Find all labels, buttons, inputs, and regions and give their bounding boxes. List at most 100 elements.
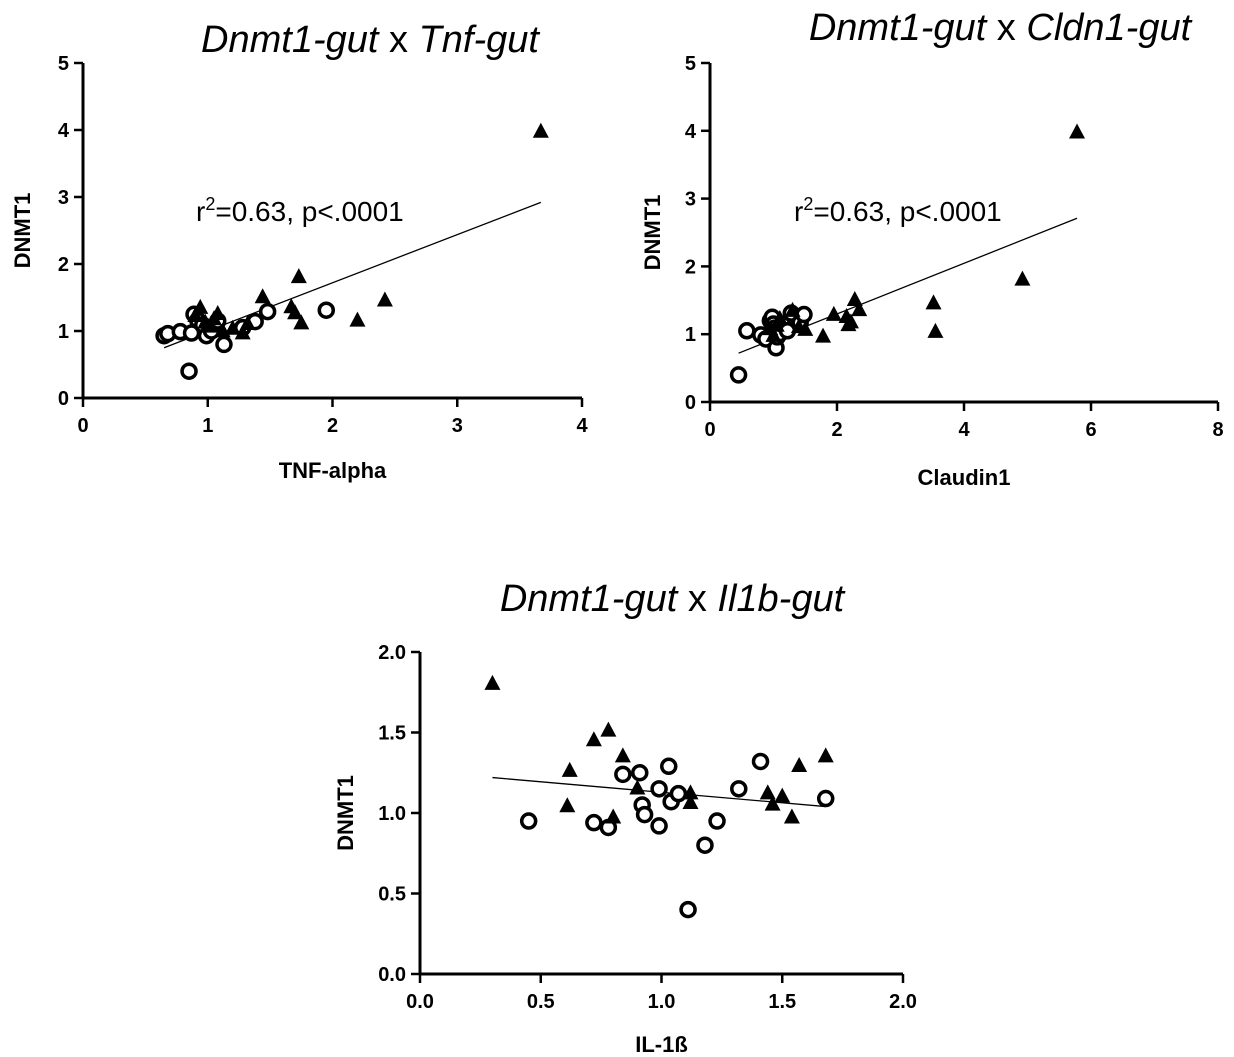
chart-title-part: x [378, 19, 418, 61]
data-point-triangle [791, 757, 808, 773]
x-tick-label: 4 [576, 415, 588, 437]
data-point-triangle [234, 324, 251, 340]
y-tick-label: 3 [58, 187, 69, 209]
data-point-triangle [815, 327, 832, 343]
x-tick-label: 8 [1212, 419, 1223, 441]
data-point-circle [585, 813, 603, 832]
x-tick-label: 3 [452, 415, 463, 437]
data-point-triangle [765, 326, 782, 342]
x-axis-label: Claudin1 [918, 465, 1011, 490]
x-tick-label: 2 [831, 419, 842, 441]
data-point-circle [730, 780, 748, 798]
data-point-triangle [774, 787, 791, 803]
regression-line [163, 201, 542, 349]
y-tick-label: 2.0 [378, 642, 406, 664]
y-axis-label: DNMT1 [640, 195, 665, 271]
y-tick-label: 0.5 [378, 884, 406, 906]
data-point-circle [258, 302, 277, 321]
chart-title-part: x [986, 7, 1026, 49]
data-point-triangle [192, 298, 209, 314]
data-point-triangle [629, 779, 646, 795]
data-point-triangle [290, 268, 307, 284]
data-point-triangle [287, 304, 304, 320]
data-point-triangle [784, 301, 801, 317]
data-point-circle [317, 301, 336, 319]
data-point-triangle [783, 808, 800, 824]
x-tick-label: 1 [202, 415, 213, 437]
data-point-triangle [1014, 270, 1031, 286]
y-tick-label: 3 [685, 189, 696, 211]
chart-title-part: Tnf-gut [419, 19, 541, 61]
data-point-triangle [825, 305, 842, 321]
data-point-triangle [764, 795, 781, 811]
x-tick-label: 2.0 [889, 991, 917, 1013]
chart-title-part: Cldn1-gut [1026, 7, 1192, 49]
annotation-superscript: 2 [205, 194, 215, 214]
data-point-triangle [771, 309, 788, 325]
y-tick-label: 0 [685, 392, 696, 414]
x-tick-label: 0.0 [406, 991, 434, 1013]
data-point-triangle [239, 315, 256, 330]
y-tick-label: 0.0 [378, 964, 406, 986]
data-point-triangle [561, 761, 578, 777]
data-point-triangle [817, 747, 834, 763]
data-point-circle [519, 812, 538, 830]
x-tick-label: 6 [1085, 419, 1096, 441]
data-point-triangle [349, 311, 366, 327]
data-point-triangle [842, 313, 859, 329]
y-tick-label: 1 [58, 321, 69, 343]
data-point-circle [215, 335, 233, 354]
chart-title: Dnmt1-gut x Tnf-gut [201, 19, 540, 61]
x-tick-label: 2 [327, 415, 338, 437]
data-point-triangle [293, 314, 310, 330]
x-tick-label: 1.0 [648, 991, 676, 1013]
chart-title: Dnmt1-gut x Cldn1-gut [809, 7, 1193, 49]
data-point-triangle [1069, 123, 1086, 139]
data-point-triangle [927, 322, 944, 338]
annotation-prefix: r [794, 196, 803, 227]
data-point-triangle [851, 301, 868, 317]
data-point-triangle [532, 122, 549, 138]
x-tick-label: 4 [958, 419, 970, 441]
data-point-triangle [254, 288, 271, 304]
data-point-circle [679, 900, 697, 919]
data-point-circle [708, 812, 726, 830]
chart-title-part: Dnmt1-gut [500, 578, 679, 620]
y-tick-label: 0 [58, 388, 69, 410]
data-point-circle [631, 764, 649, 782]
data-point-triangle [797, 320, 814, 336]
y-tick-label: 2 [58, 254, 69, 276]
x-tick-label: 0 [77, 415, 88, 437]
stats-annotation: r2=0.63, p<.0001 [794, 194, 1002, 227]
data-point-triangle [759, 784, 776, 800]
data-point-triangle [585, 731, 602, 747]
data-point-triangle [600, 721, 617, 737]
chart-title-part: Il1b-gut [717, 578, 845, 620]
data-point-circle [751, 752, 770, 771]
data-point-circle [180, 362, 198, 380]
y-axis-label: DNMT1 [10, 193, 35, 269]
annotation-superscript: 2 [803, 194, 813, 214]
chart-title: Dnmt1-gut x Il1b-gut [500, 578, 846, 620]
data-point-triangle [614, 747, 631, 763]
annotation-prefix: r [196, 196, 205, 227]
data-point-triangle [605, 808, 622, 824]
y-tick-label: 5 [685, 53, 696, 75]
data-point-triangle [224, 319, 241, 335]
data-point-circle [738, 322, 756, 340]
data-point-circle [696, 836, 714, 854]
y-tick-label: 1.0 [378, 803, 406, 825]
data-point-circle [816, 789, 835, 808]
chart-title-part: Dnmt1-gut [201, 19, 380, 61]
chart-tnf: Dnmt1-gut x Tnf-gut 0 1 2 3 4 0 1 2 3 4 5 TNF-alpha D… [10, 19, 588, 483]
y-axis-label: DNMT1 [333, 775, 358, 851]
chart-title-part: Dnmt1-gut [809, 7, 988, 49]
data-point-circle [650, 817, 668, 835]
data-point-triangle [559, 797, 576, 813]
annotation-text: =0.63, p<.0001 [813, 196, 1001, 227]
x-axis-label: IL-1ß [635, 1032, 688, 1057]
x-tick-label: 0 [704, 419, 715, 441]
y-tick-label: 1.5 [378, 723, 406, 745]
y-tick-label: 1 [685, 324, 696, 346]
